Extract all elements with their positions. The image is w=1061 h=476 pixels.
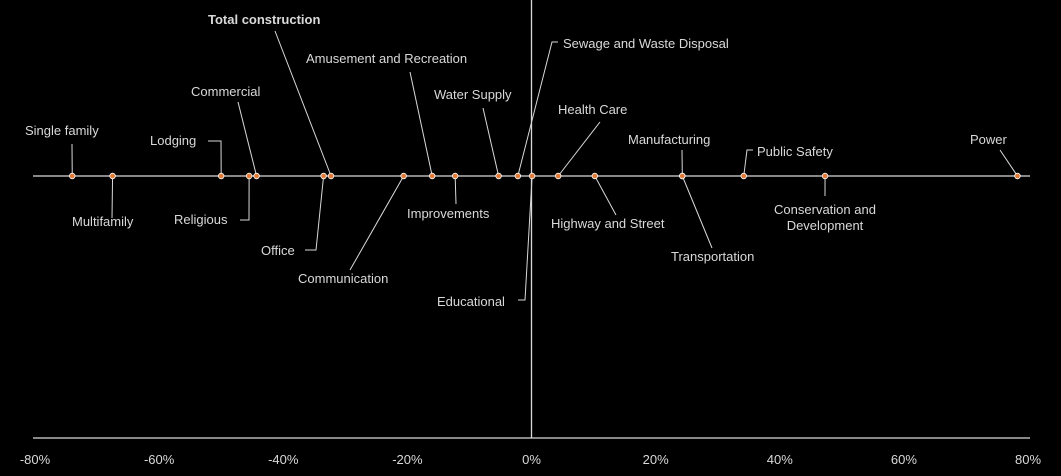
data-label: Conservation and Development (774, 202, 876, 233)
data-label: Health Care (558, 102, 627, 117)
leader-line (237, 101, 258, 177)
data-label: Single family (25, 123, 99, 138)
data-label: Communication (298, 271, 388, 286)
data-label: Highway and Street (551, 216, 665, 231)
data-point (400, 172, 407, 180)
data-point (253, 172, 260, 180)
leader-line (349, 175, 405, 271)
data-label: Educational (437, 294, 505, 309)
data-point (554, 172, 562, 180)
data-point (528, 172, 536, 180)
data-label: Manufacturing (628, 132, 710, 147)
leader-line (517, 41, 558, 177)
data-label: Office (261, 243, 295, 258)
leader-line (409, 71, 433, 177)
leader-line (111, 175, 114, 219)
data-label: Multifamily (72, 214, 134, 229)
data-point (679, 172, 686, 180)
data-point (451, 172, 459, 180)
leader-lines (71, 30, 1018, 301)
data-label: Total construction (208, 12, 320, 27)
data-point (327, 172, 335, 180)
data-labels: Single family Multifamily Lodging Religious… (25, 12, 1008, 309)
data-points (69, 172, 1021, 180)
data-point (429, 172, 436, 180)
data-label: Power (970, 132, 1008, 147)
x-tick-label: 40% (767, 452, 793, 467)
leader-line (681, 175, 713, 249)
data-point (514, 172, 522, 180)
x-tick-label: -20% (392, 452, 423, 467)
data-point (821, 172, 829, 180)
data-point (217, 172, 225, 180)
data-point (591, 172, 599, 180)
leader-line (454, 175, 457, 205)
data-label: Lodging (150, 133, 196, 148)
data-label: Amusement and Recreation (306, 51, 467, 66)
data-point (109, 172, 116, 180)
data-label: Sewage and Waste Disposal (563, 36, 729, 51)
x-tick-label: 80% (1015, 452, 1041, 467)
data-label: Public Safety (757, 144, 833, 159)
leader-line (743, 149, 753, 177)
leader-line (274, 30, 332, 177)
data-label: Improvements (407, 206, 490, 221)
leader-line (240, 175, 250, 221)
x-tick-label: 0% (522, 452, 541, 467)
leader-line (999, 149, 1018, 177)
data-point (69, 172, 76, 180)
data-label: Religious (174, 212, 228, 227)
data-point (495, 172, 502, 180)
x-axis-ticks: -80% -60% -40% -20% 0% 20% 40% 60% 80% (20, 452, 1042, 467)
leader-line (305, 175, 325, 251)
leader-line (557, 121, 601, 177)
leader-line (208, 140, 222, 177)
x-tick-label: 20% (643, 452, 669, 467)
data-point (245, 172, 253, 180)
data-label: Commercial (191, 84, 260, 99)
leader-line (482, 107, 500, 177)
leader-line (594, 175, 617, 216)
x-tick-label: -80% (20, 452, 51, 467)
data-label: Water Supply (434, 87, 512, 102)
data-point (320, 172, 327, 180)
leader-line (518, 175, 533, 301)
x-tick-label: 60% (891, 452, 917, 467)
data-point (740, 172, 747, 180)
data-label: Transportation (671, 249, 754, 264)
data-point (1014, 172, 1021, 180)
x-tick-label: -60% (144, 452, 175, 467)
x-tick-label: -40% (268, 452, 299, 467)
